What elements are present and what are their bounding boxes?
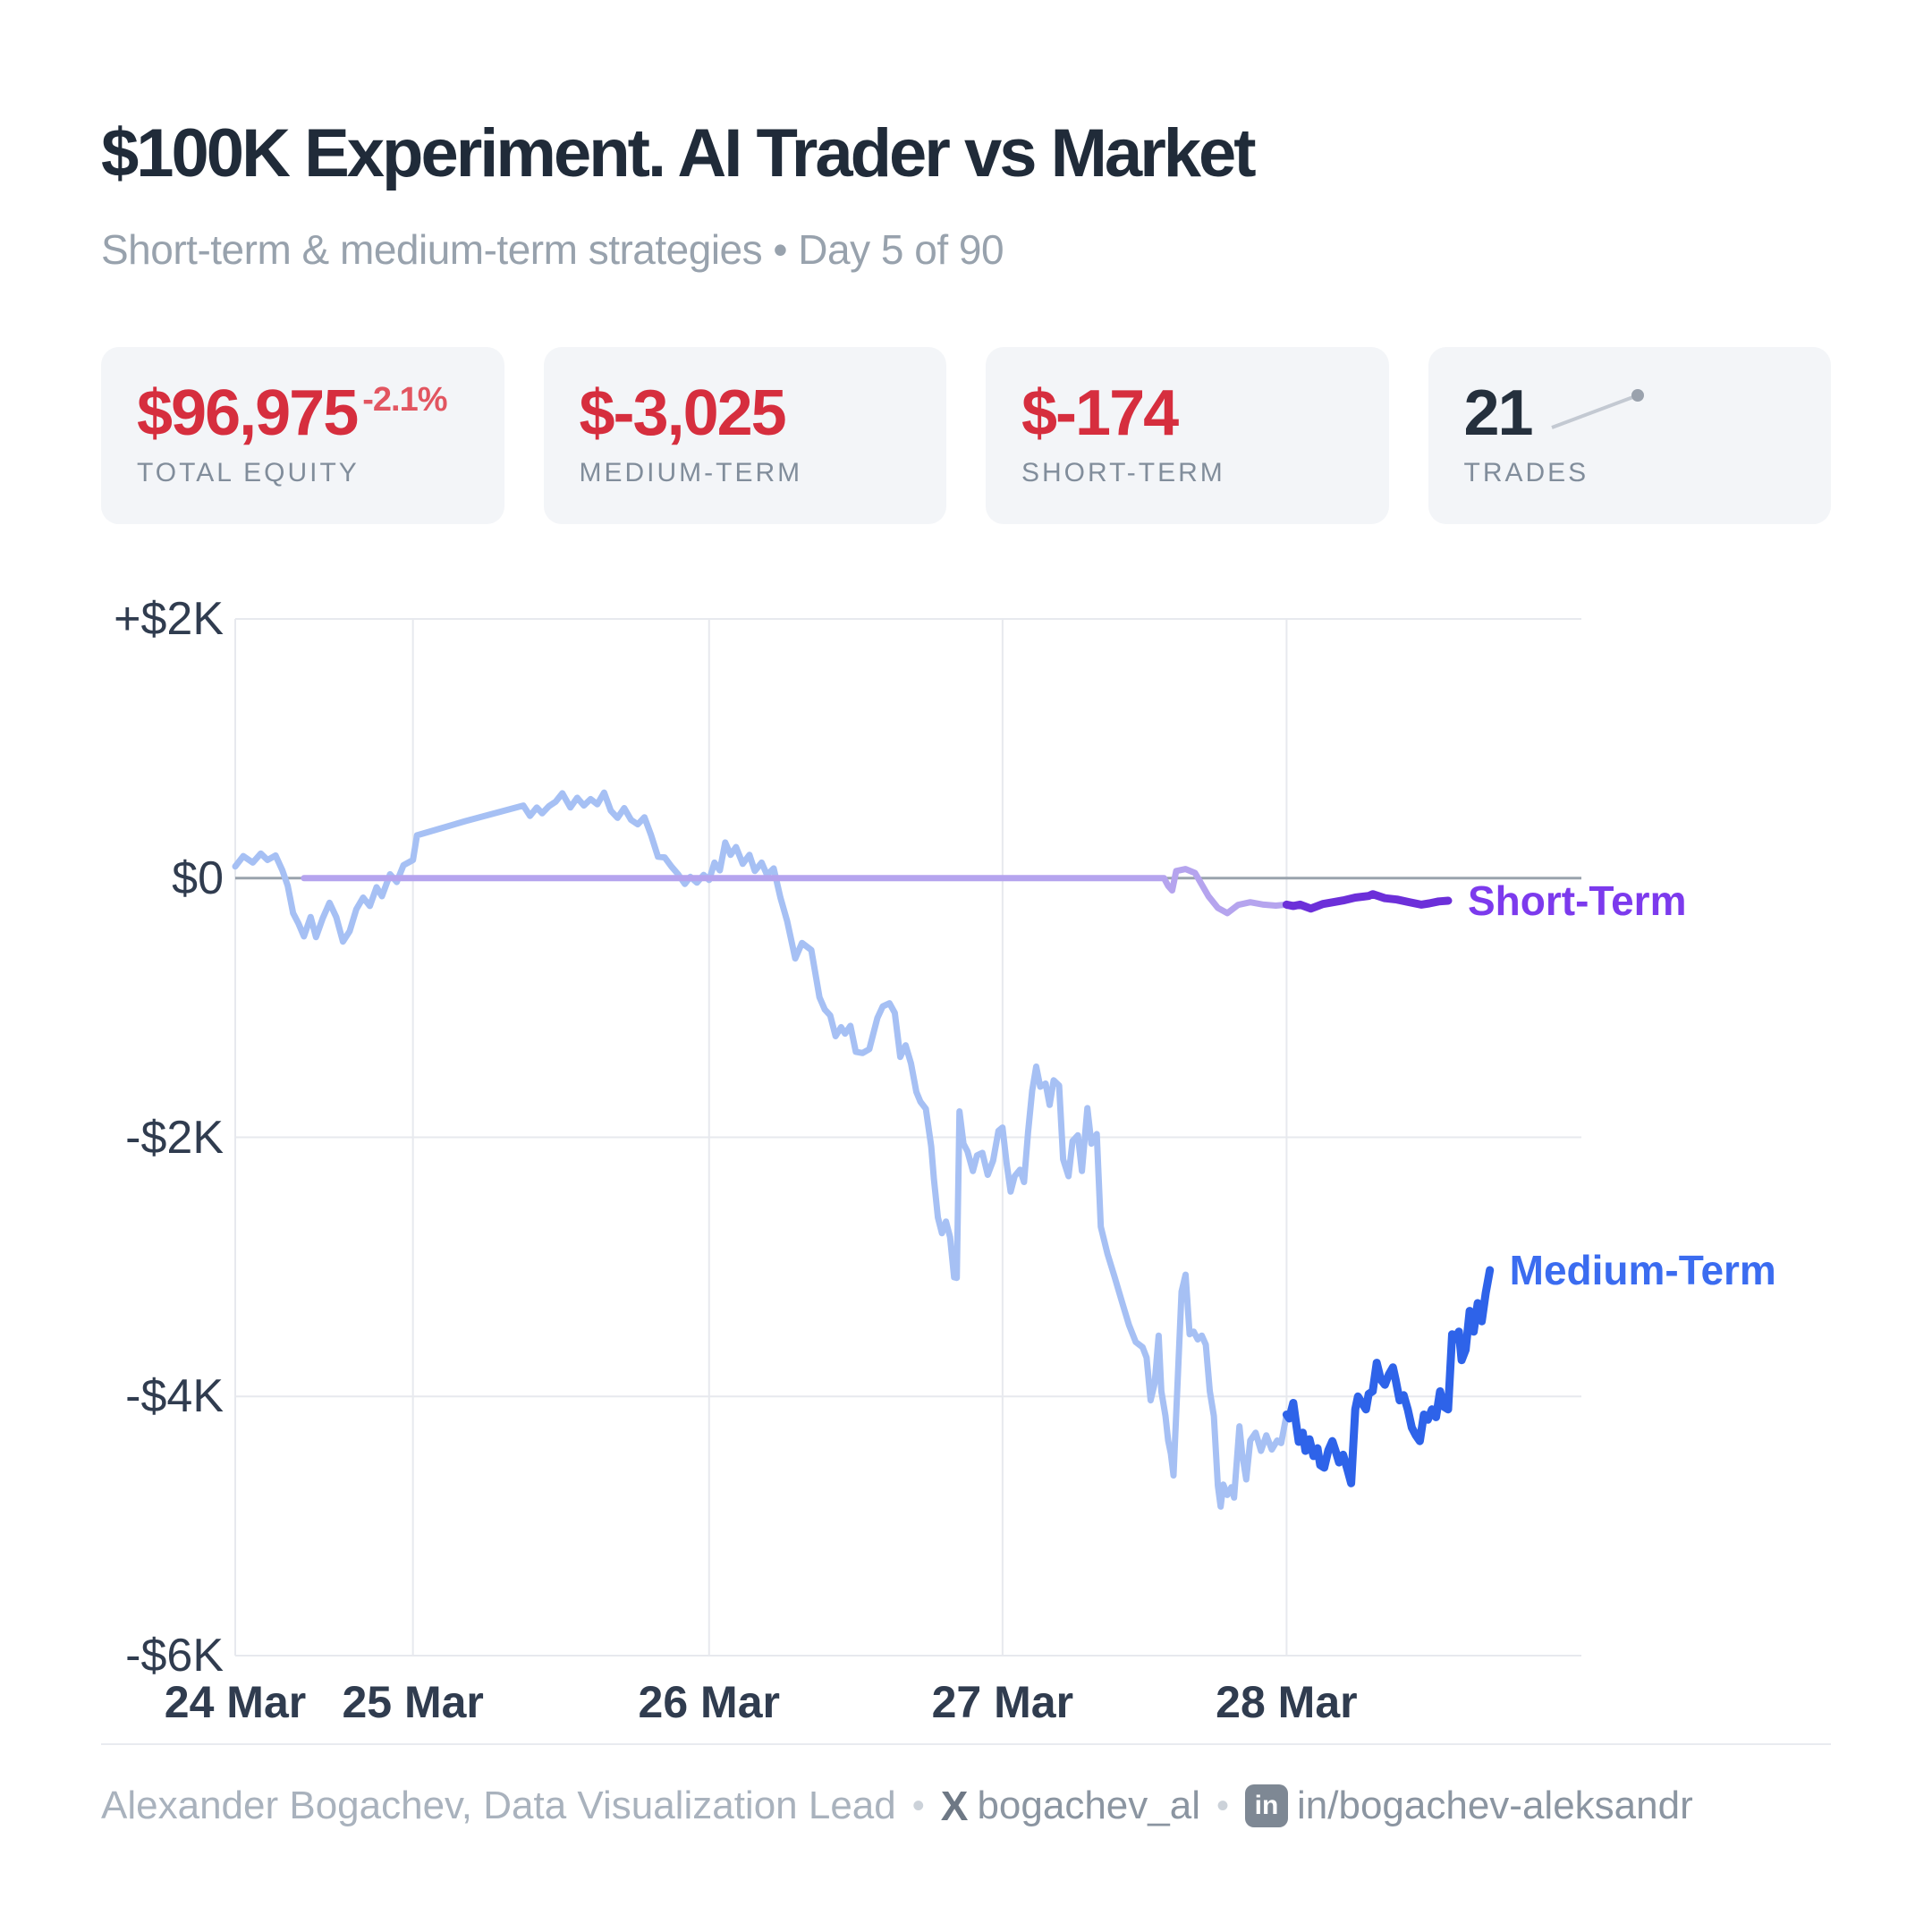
short-term-line-current	[1282, 890, 1453, 913]
short-term-value: $-174	[1021, 377, 1179, 449]
x-twitter-icon: X	[940, 1783, 969, 1829]
x-tick-label: 24 Mar	[164, 1677, 307, 1727]
x-tick-label: 26 Mar	[638, 1677, 780, 1727]
medium-term-value: $-3,025	[579, 377, 787, 449]
x-tick-label: 27 Mar	[931, 1677, 1074, 1727]
medium-term-series-label: Medium-Term	[1509, 1246, 1776, 1293]
total-equity-delta: -2.1%	[362, 381, 447, 419]
card-trades: 21 TRADES	[1428, 347, 1831, 524]
footer: Alexander Bogachev, Data Visualization L…	[101, 1782, 1831, 1830]
bullet-separator: •	[1216, 1785, 1230, 1826]
card-short-term: $-174 SHORT-TERM	[986, 347, 1389, 524]
y-tick-label: -$4K	[125, 1370, 224, 1423]
short-term-series-label: Short-Term	[1468, 877, 1687, 924]
y-tick-label: +$2K	[114, 593, 224, 645]
short-term-label: SHORT-TERM	[1021, 458, 1225, 487]
short-term-line-past	[301, 866, 1290, 917]
trades-sparkline-icon	[1550, 389, 1644, 429]
x-handle[interactable]: bogachev_al	[977, 1784, 1200, 1827]
total-equity-value: $96,975	[137, 377, 359, 449]
card-total-equity: $96,975 -2.1% TOTAL EQUITY	[101, 347, 504, 524]
medium-term-line-past	[232, 789, 1290, 1510]
total-equity-label: TOTAL EQUITY	[137, 458, 360, 487]
medium-term-label: MEDIUM-TERM	[579, 458, 803, 487]
page-subtitle: Short-term & medium-term strategies • Da…	[101, 226, 1004, 273]
footer-divider	[101, 1743, 1831, 1745]
stat-cards: $96,975 -2.1% TOTAL EQUITY $-3,025 MEDIU…	[101, 347, 1831, 524]
x-tick-label: 28 Mar	[1216, 1677, 1358, 1727]
card-medium-term: $-3,025 MEDIUM-TERM	[543, 347, 946, 524]
y-tick-label: -$6K	[125, 1630, 224, 1682]
y-tick-label: -$2K	[125, 1111, 224, 1164]
page-title: $100K Experiment. AI Trader vs Market	[101, 115, 1257, 191]
trades-label: TRADES	[1463, 458, 1589, 487]
linkedin-icon: in	[1245, 1784, 1289, 1827]
trades-value: 21	[1463, 377, 1534, 449]
x-tick-label: 25 Mar	[342, 1677, 484, 1727]
y-tick-label: $0	[172, 852, 224, 904]
medium-term-line-current	[1282, 1266, 1495, 1487]
author-credit: Alexander Bogachev, Data Visualization L…	[101, 1784, 896, 1827]
linkedin-handle[interactable]: in/bogachev-aleksandr	[1297, 1784, 1693, 1827]
bullet-separator: •	[911, 1785, 925, 1826]
